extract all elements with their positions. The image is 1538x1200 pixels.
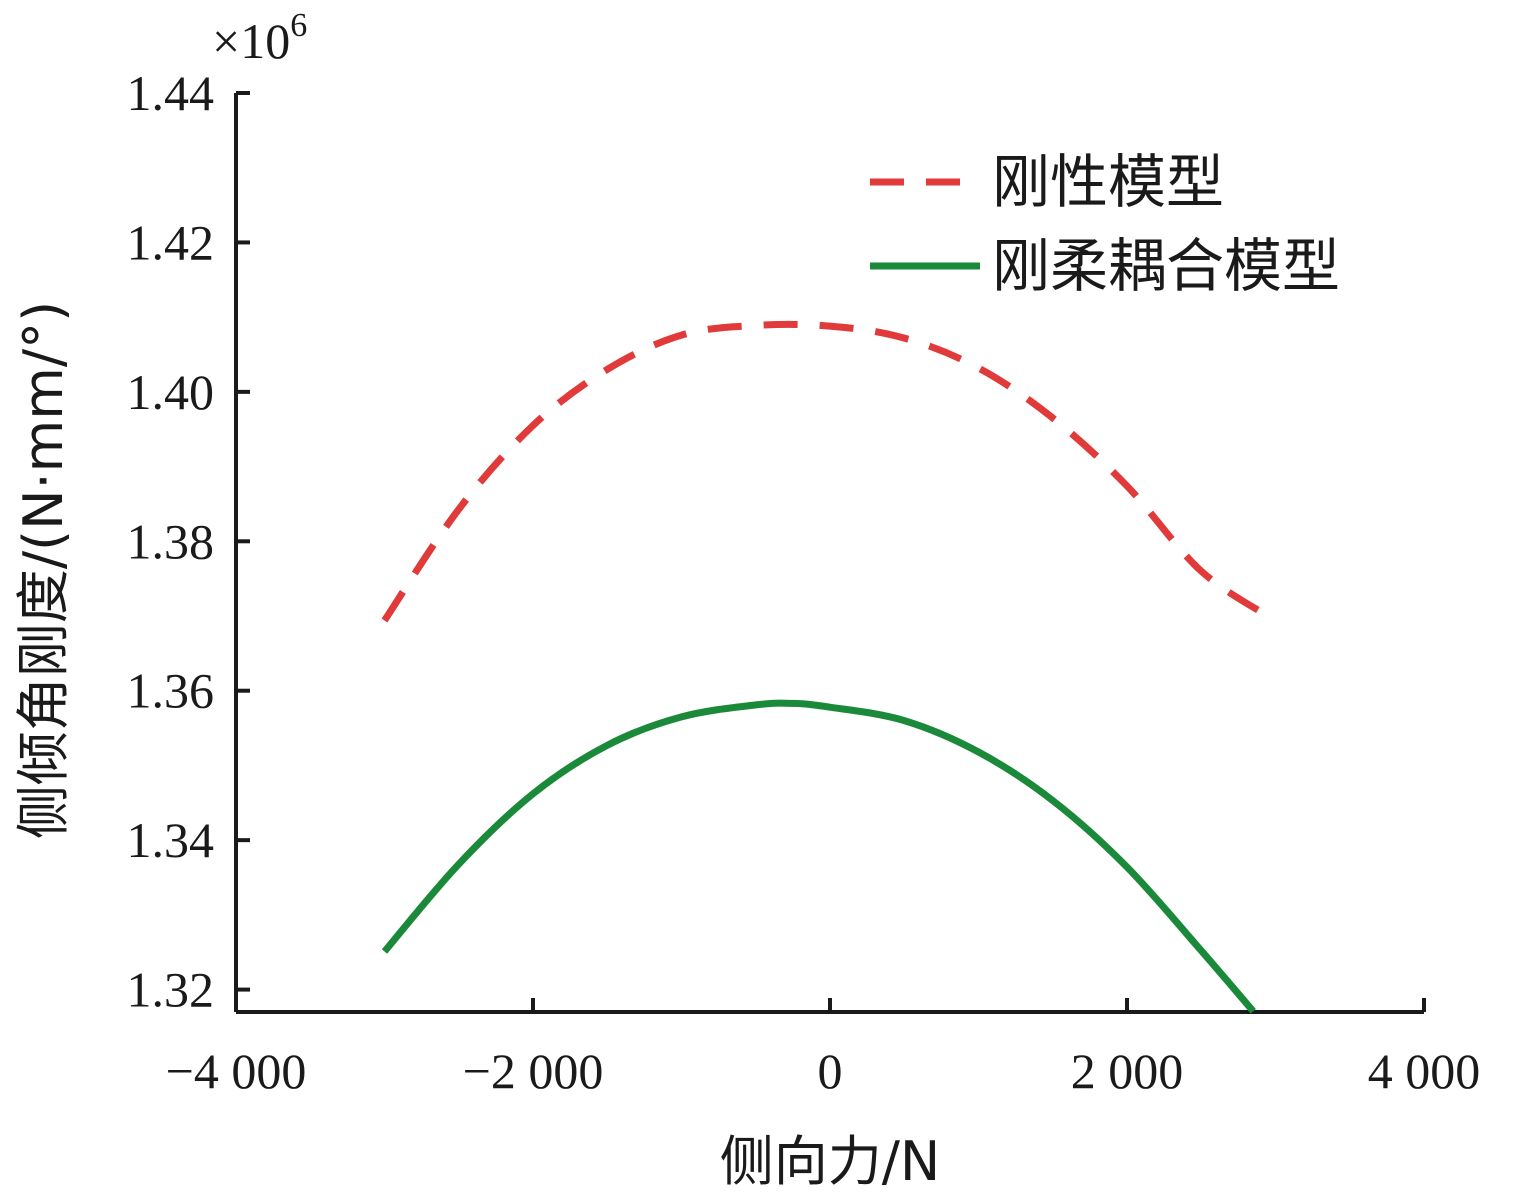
y-multiplier-exponent: 6	[290, 7, 307, 44]
x-tick-label: 4 000	[1368, 1043, 1481, 1099]
y-tick-label: 1.40	[127, 364, 215, 420]
series-layer	[381, 320, 1278, 1014]
x-tick-label: 2 000	[1071, 1043, 1184, 1099]
series-line-rigid	[381, 320, 1278, 624]
y-tick-label: 1.34	[127, 812, 215, 868]
y-axis-multiplier: ×106	[212, 7, 307, 69]
y-tick-label: 1.32	[127, 962, 215, 1018]
x-axis-label: 侧向力/N	[720, 1130, 941, 1193]
y-axis-label: 侧倾角刚度/(N·mm/°)	[12, 301, 75, 839]
x-tick-label: 0	[818, 1043, 843, 1099]
legend-label: 刚性模型	[992, 148, 1224, 216]
y-tick-label: 1.36	[127, 663, 215, 719]
x-tick-label: −4 000	[166, 1043, 307, 1099]
legend-label: 刚柔耦合模型	[992, 232, 1340, 300]
y-multiplier-base: ×10	[212, 13, 290, 69]
y-tick-label: 1.38	[127, 513, 215, 569]
axes: 1.32 1.34 1.36 1.38 1.40 1.42 1.44 −4 000 −2 000…	[127, 65, 1481, 1099]
y-tick-label: 1.44	[127, 65, 215, 121]
series-line-rigid-flexible	[381, 699, 1256, 1014]
y-tick-label: 1.42	[127, 214, 215, 270]
x-tick-label: −2 000	[463, 1043, 604, 1099]
